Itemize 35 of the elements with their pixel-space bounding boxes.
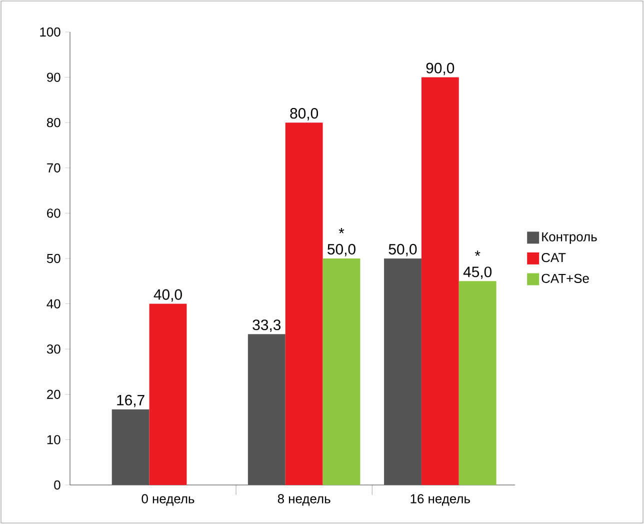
legend-label: CAT+Se <box>542 274 589 283</box>
y-tick-label: 50 <box>46 254 60 264</box>
data-label: 40,0 <box>154 289 182 302</box>
data-label: 50,0 <box>388 244 417 256</box>
x-tick-label: 0 недель <box>142 494 194 506</box>
y-tick-label: 70 <box>47 163 60 172</box>
bar <box>458 281 496 485</box>
y-tick-label: 100 <box>40 27 60 37</box>
bar <box>322 258 360 485</box>
y-tick-label: 40 <box>46 299 60 308</box>
y-tick-label: 20 <box>47 390 60 399</box>
y-tick-label: 90 <box>47 72 60 82</box>
bar <box>421 77 459 485</box>
y-tick-label: 10 <box>47 435 60 444</box>
legend-label: CAT <box>542 252 566 262</box>
x-tick-label: 16 недель <box>410 494 470 506</box>
x-tick-label: 8 недель <box>278 494 330 506</box>
y-tick-label: 80 <box>46 118 60 128</box>
bar <box>112 409 150 485</box>
data-label: 16,7 <box>117 394 144 408</box>
data-label: 33,3 <box>252 320 281 332</box>
bar <box>285 122 323 485</box>
data-label: 90,0 <box>426 62 454 76</box>
y-tick-label: 0 <box>54 480 60 490</box>
data-label: 45,0 <box>463 266 492 279</box>
data-label: 80,0 <box>290 108 318 120</box>
y-tick-label: 60 <box>47 208 60 218</box>
legend-label: Контроль <box>542 232 597 244</box>
data-label: 50,0 <box>328 244 356 256</box>
bar <box>248 334 286 485</box>
annotation: * <box>338 228 344 234</box>
bar <box>149 304 187 485</box>
bar <box>384 258 422 485</box>
y-tick-label: 30 <box>46 344 60 354</box>
annotation: * <box>474 250 480 256</box>
